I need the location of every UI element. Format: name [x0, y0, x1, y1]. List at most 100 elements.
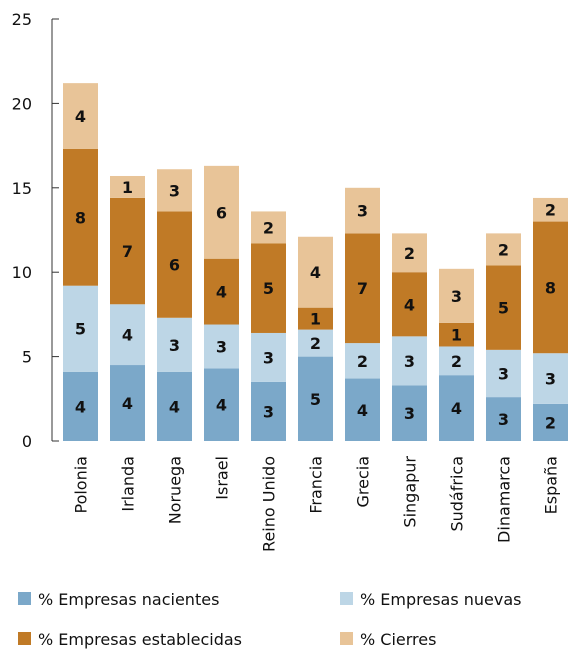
legend-label: % Cierres [360, 630, 436, 649]
bar-segment-francia-2 [298, 329, 333, 357]
bar-segment-grecia-4 [345, 187, 380, 234]
bar-segment-dinamarca-2 [486, 349, 521, 398]
data-label: 4 [451, 399, 462, 418]
data-label: 3 [404, 404, 415, 423]
data-label: 4 [216, 396, 227, 415]
data-label: 3 [498, 364, 509, 383]
data-label: 2 [263, 218, 274, 237]
x-tick-label: Sudáfrica [448, 456, 467, 532]
data-label: 5 [310, 390, 321, 409]
x-tick-label: España [542, 456, 561, 514]
data-label: 4 [357, 401, 368, 420]
data-label: 7 [357, 279, 368, 298]
bar-segment-reino-unido-1 [251, 381, 286, 441]
bar-segment-francia-4 [298, 236, 333, 308]
data-label: 2 [310, 334, 321, 353]
y-tick-label: 20 [12, 94, 32, 113]
data-label: 4 [216, 283, 227, 302]
bar-segment-dinamarca-3 [486, 265, 521, 350]
data-label: 2 [451, 352, 462, 371]
bar-segment-noruega-2 [157, 317, 192, 372]
legend-swatch [340, 632, 353, 645]
y-tick-label: 25 [12, 10, 32, 29]
x-axis: Polonia Irlanda Noruega Israel Reino Unido Fr… [72, 456, 561, 552]
data-label: 4 [404, 295, 415, 314]
data-label: 8 [75, 208, 86, 227]
bar-segment-israel-1 [204, 368, 239, 441]
y-tick-label: 0 [22, 432, 32, 451]
bar-segment-singapur-1 [392, 385, 427, 441]
data-label: 5 [263, 279, 274, 298]
data-label: 3 [263, 348, 274, 367]
data-label: 1 [451, 326, 462, 345]
bar-segment-israel-3 [204, 258, 239, 325]
bar-segment-reino-unido-4 [251, 211, 286, 244]
data-label: 5 [75, 320, 86, 339]
bar-segment-reino-unido-3 [251, 243, 286, 333]
legend: % Empresas nacientes % Empresas nuevas % E… [18, 590, 522, 649]
y-tick-label: 15 [12, 179, 32, 198]
bar-segment-grecia-1 [345, 378, 380, 441]
bar-segment-irlanda-1 [110, 365, 145, 441]
x-tick-label: Israel [213, 456, 232, 500]
data-label: 4 [122, 394, 133, 413]
x-tick-label: Grecia [354, 456, 373, 508]
x-tick-label: Irlanda [119, 456, 138, 512]
bar-segment-singapur-4 [392, 233, 427, 273]
x-tick-label: Reino Unido [260, 456, 279, 552]
bars-layer: 4 5 8 4 4 4 7 1 4 3 6 3 4 3 4 6 3 3 5 2 5 2 1 4 4 2 7 3 3 3 4 2 4 2 1 3 3 3 5 2… [63, 83, 568, 441]
legend-label: % Empresas nacientes [38, 590, 219, 609]
bar-segment-noruega-4 [157, 169, 192, 212]
data-label: 4 [75, 397, 86, 416]
bar-segment-polonia-1 [63, 371, 98, 441]
bar-segment-noruega-1 [157, 371, 192, 441]
bar-segment-sudáfrica-2 [439, 346, 474, 376]
data-label: 7 [122, 242, 133, 261]
data-label: 2 [545, 413, 556, 432]
legend-label: % Empresas establecidas [38, 630, 242, 649]
data-label: 4 [169, 397, 180, 416]
bar-segment-singapur-2 [392, 336, 427, 386]
x-tick-label: Dinamarca [495, 456, 514, 543]
data-label: 3 [498, 410, 509, 429]
data-label: 6 [169, 256, 180, 275]
bar-segment-sudáfrica-1 [439, 375, 474, 441]
legend-swatch [340, 592, 353, 605]
bar-segment-reino-unido-2 [251, 332, 286, 382]
y-tick-label: 10 [12, 263, 32, 282]
data-label: 3 [451, 287, 462, 306]
legend-label: % Empresas nuevas [360, 590, 522, 609]
bar-segment-grecia-2 [345, 343, 380, 379]
x-tick-label: Singapur [401, 456, 420, 528]
data-label: 1 [310, 310, 321, 329]
bar-segment-noruega-3 [157, 211, 192, 318]
bar-segment-sudáfrica-4 [439, 268, 474, 323]
bar-segment-irlanda-4 [110, 175, 145, 198]
bar-segment-francia-3 [298, 307, 333, 330]
x-tick-label: Noruega [166, 456, 185, 524]
data-label: 2 [404, 244, 415, 263]
bar-segment-polonia-3 [63, 148, 98, 286]
bar-segment-israel-4 [204, 165, 239, 259]
data-label: 4 [310, 263, 321, 282]
bar-segment-polonia-2 [63, 285, 98, 372]
bar-segment-españa-2 [533, 353, 568, 404]
data-label: 2 [357, 352, 368, 371]
data-label: 5 [498, 299, 509, 318]
legend-swatch [18, 632, 31, 645]
y-tick-label: 5 [22, 348, 32, 367]
data-label: 3 [545, 370, 556, 389]
bar-segment-sudáfrica-3 [439, 322, 474, 347]
bar-segment-españa-3 [533, 221, 568, 354]
data-label: 2 [498, 240, 509, 259]
bar-segment-israel-2 [204, 324, 239, 369]
data-label: 3 [263, 402, 274, 421]
data-label: 8 [545, 278, 556, 297]
data-label: 3 [404, 352, 415, 371]
bar-segment-francia-1 [298, 356, 333, 441]
data-label: 4 [122, 326, 133, 345]
bar-segment-irlanda-3 [110, 197, 145, 305]
data-label: 2 [545, 201, 556, 220]
data-label: 3 [216, 337, 227, 356]
